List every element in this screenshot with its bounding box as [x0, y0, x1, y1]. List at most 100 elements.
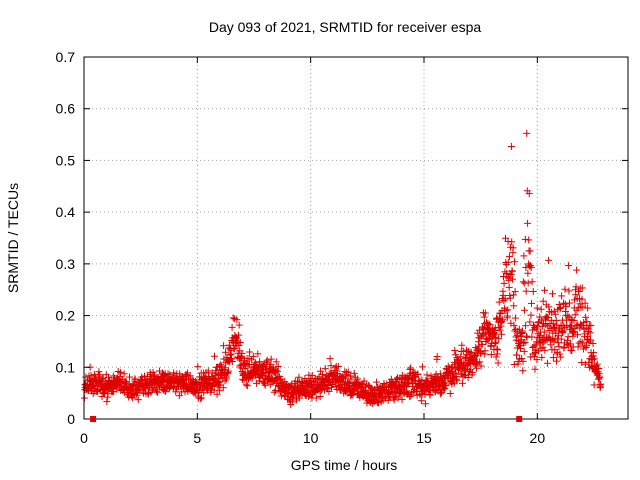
data-point [481, 309, 489, 317]
data-point [211, 352, 219, 360]
data-point [426, 391, 434, 399]
data-point [575, 287, 583, 295]
data-point [492, 353, 500, 361]
y-axis-label: SRMTID / TECUs [5, 183, 21, 293]
data-point [597, 380, 605, 388]
data-point [169, 384, 177, 392]
data-point [511, 288, 519, 296]
data-point [509, 244, 517, 252]
x-axis-label: GPS time / hours [291, 457, 398, 473]
data-point [457, 353, 465, 361]
data-point [526, 318, 534, 326]
data-point [524, 219, 532, 227]
data-point [418, 363, 426, 371]
data-point [558, 328, 566, 336]
data-point [581, 360, 589, 368]
data-point [267, 355, 275, 363]
data-point [528, 333, 536, 341]
data-point [230, 345, 238, 353]
data-point [590, 349, 598, 357]
data-point [510, 361, 518, 369]
data-point [536, 313, 544, 321]
data-point [495, 335, 503, 343]
data-point [506, 294, 514, 302]
data-point [562, 302, 570, 310]
data-point [480, 313, 488, 321]
data-point [593, 360, 601, 368]
data-point [241, 359, 249, 367]
data-point [590, 355, 598, 363]
data-point [334, 362, 342, 370]
data-point [573, 331, 581, 339]
data-point [301, 375, 309, 383]
data-point [103, 398, 111, 406]
data-point [262, 364, 270, 372]
data-point [572, 283, 580, 291]
data-point [444, 362, 452, 370]
data-point [222, 348, 230, 356]
data-point [518, 354, 526, 362]
data-point [544, 314, 552, 322]
data-point [586, 329, 594, 337]
x-tick-label: 0 [80, 430, 88, 446]
data-point [197, 394, 205, 402]
data-point [256, 358, 264, 366]
data-point [558, 292, 566, 300]
data-point [500, 279, 508, 287]
data-point [343, 369, 351, 377]
gap-markers [90, 416, 523, 422]
data-point [98, 378, 106, 386]
data-point [477, 362, 485, 370]
data-point [321, 365, 329, 373]
data-point [501, 268, 509, 276]
data-point [166, 371, 174, 379]
data-point [578, 358, 586, 366]
data-point [262, 358, 270, 366]
data-point [255, 377, 263, 385]
chart-title: Day 093 of 2021, SRMTID for receiver esp… [209, 19, 482, 35]
data-point [509, 291, 517, 299]
data-point [578, 284, 586, 292]
data-point [520, 306, 528, 314]
data-point [219, 384, 227, 392]
y-tick-label: 0 [67, 411, 75, 427]
data-point [520, 339, 528, 347]
data-point [452, 375, 460, 383]
data-point [566, 299, 574, 307]
data-point [545, 256, 553, 264]
data-point [492, 338, 500, 346]
data-point [557, 353, 565, 361]
data-point [549, 290, 557, 298]
data-point [373, 378, 381, 386]
data-point [217, 361, 225, 369]
data-point [217, 362, 225, 370]
data-point [126, 373, 134, 381]
data-point [476, 358, 484, 366]
data-point [502, 307, 510, 315]
data-point [95, 368, 103, 376]
data-point [295, 373, 303, 381]
data-point [510, 302, 518, 310]
data-point [522, 287, 530, 295]
data-point [344, 368, 352, 376]
data-point [414, 370, 422, 378]
data-point [513, 351, 521, 359]
data-point [534, 323, 542, 331]
data-point [510, 321, 518, 329]
data-point [549, 354, 557, 362]
x-tick-label: 10 [303, 430, 319, 446]
data-point [528, 278, 536, 286]
data-point [554, 332, 562, 340]
y-tick-label: 0.4 [56, 204, 76, 220]
data-point [433, 353, 441, 361]
data-point [596, 373, 604, 381]
data-point [580, 318, 588, 326]
data-point [496, 310, 504, 318]
data-point [516, 341, 524, 349]
data-point [327, 362, 335, 370]
data-point [556, 350, 564, 358]
data-point [521, 235, 529, 243]
data-point [494, 359, 502, 367]
axis-ticks: 0 0.1 0.2 0.3 0.4 0.5 0.6 0.7 0 5 10 15 20 [56, 49, 628, 446]
